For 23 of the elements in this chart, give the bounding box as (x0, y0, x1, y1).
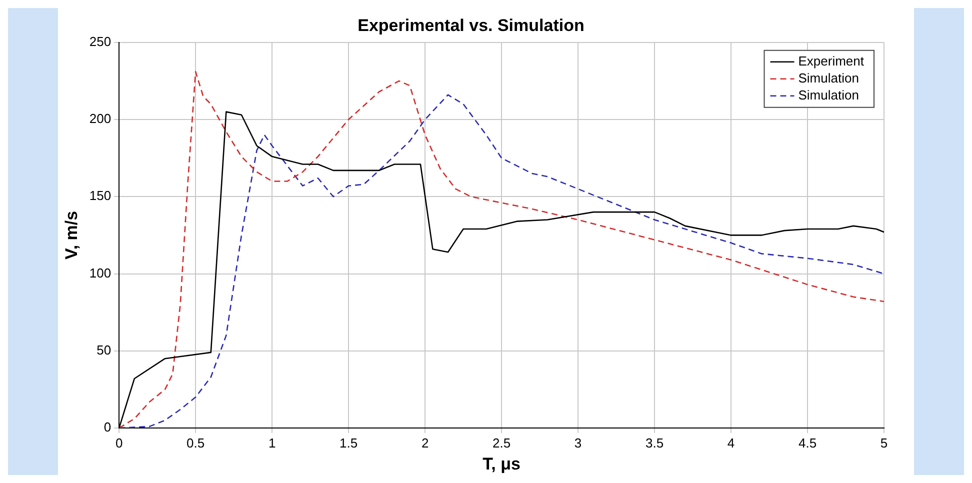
y-axis-title: V, m/s (62, 210, 81, 260)
y-tick-label: 250 (89, 34, 112, 49)
y-tick-label: 150 (89, 188, 112, 204)
x-axis-title: T, μs (482, 454, 520, 474)
y-tick-label: 50 (96, 342, 112, 358)
chart-title: Experimental vs. Simulation (358, 16, 584, 35)
legend-label: Simulation (798, 87, 859, 102)
x-tick-label: 3.5 (645, 435, 664, 450)
y-tick-label: 200 (89, 111, 112, 126)
x-tick-label: 2.5 (492, 435, 511, 450)
x-tick-label: 2 (421, 435, 429, 450)
x-tick-label: 1.5 (340, 435, 358, 450)
x-tick-label: 0.5 (186, 435, 205, 450)
legend-label: Simulation (798, 70, 859, 86)
x-tick-label: 5 (880, 435, 888, 450)
y-tick-label: 0 (104, 420, 112, 435)
x-tick-label: 3 (574, 435, 582, 450)
x-tick-label: 4.5 (798, 435, 817, 450)
x-tick-label: 1 (268, 435, 276, 450)
x-tick-label: 4 (727, 435, 735, 450)
legend-label: Experiment (798, 53, 864, 68)
x-tick-label: 0 (115, 435, 123, 450)
y-tick-label: 100 (89, 265, 112, 280)
